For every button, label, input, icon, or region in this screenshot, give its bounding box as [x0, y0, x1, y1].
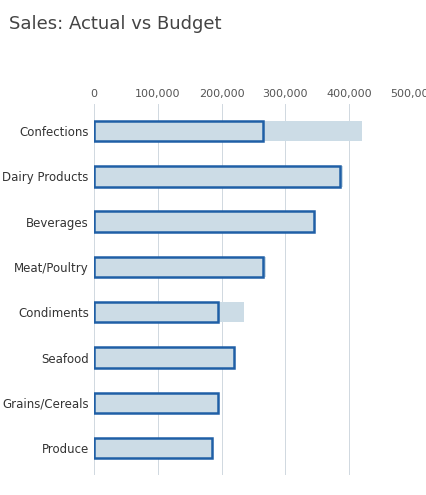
Bar [94, 257, 263, 277]
Bar [94, 257, 266, 277]
Bar [94, 166, 343, 187]
Bar [94, 438, 212, 458]
Bar [94, 121, 362, 141]
Bar [94, 438, 212, 458]
Bar [94, 393, 218, 413]
Text: Sales: Actual vs Budget: Sales: Actual vs Budget [9, 15, 221, 33]
Bar [94, 393, 218, 413]
Bar [94, 121, 263, 141]
Bar [94, 211, 279, 232]
Bar [94, 347, 231, 368]
Bar [94, 302, 244, 322]
Bar [94, 347, 234, 368]
Bar [94, 302, 218, 322]
Bar [94, 211, 314, 232]
Bar [94, 166, 340, 187]
